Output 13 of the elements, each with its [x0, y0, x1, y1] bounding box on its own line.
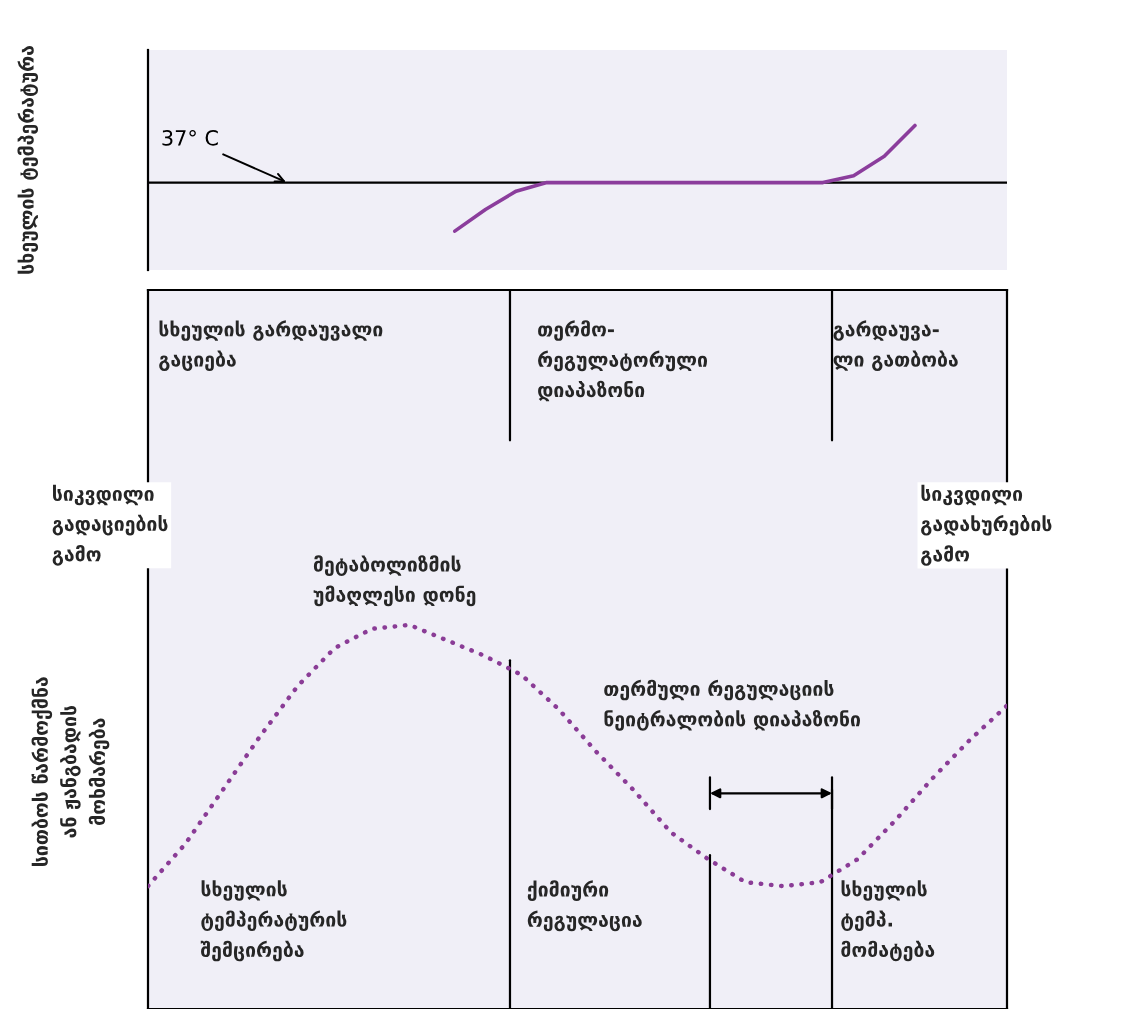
- text: სიკვდილი გადაციების გამო: [52, 484, 168, 566]
- ref-line-label: 37° C: [162, 129, 218, 146]
- text: თერმო- რეგულატორული დიაპაზონი: [538, 320, 708, 402]
- y-axis-title: სხეულის ტემპერატურა: [17, 46, 39, 274]
- text: გარდაუვა- ლი გათბობა: [833, 320, 958, 371]
- y-axis-title: სითბოს წარმოქმნა ან ჟანგბადის მოხმარება: [31, 677, 110, 866]
- annotation: სხეულის ტემპ. მომატება: [841, 880, 935, 962]
- annotation: ქიმიური რეგულაცია: [527, 880, 642, 932]
- text: სიკვდილი გადახურების გამო: [921, 484, 1052, 566]
- text: სხეულის გარდაუვალი გაციება: [159, 320, 383, 371]
- text: მეტაბოლიზმის უმაღლესი დონე: [313, 555, 476, 607]
- annotation: თერმული რეგულაციის ნეიტრალობის დიაპაზონი: [604, 679, 860, 731]
- annotation: სხეულის ტემპერატურის შემცირება: [200, 880, 347, 962]
